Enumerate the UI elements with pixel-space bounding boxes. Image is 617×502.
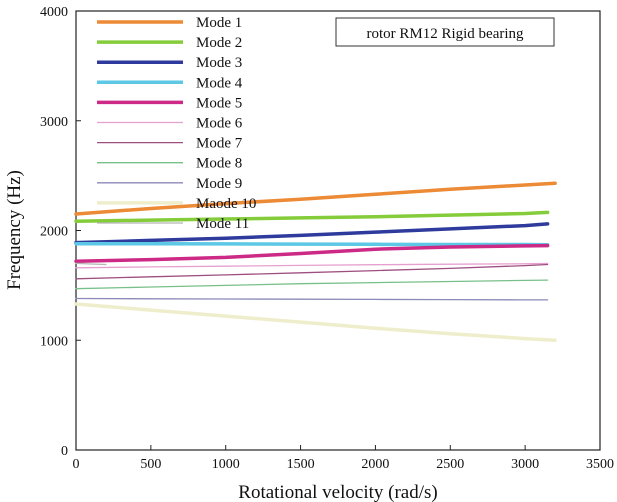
x-axis-label: Rotational velocity (rad/s) <box>238 482 437 502</box>
series-line-5 <box>74 243 550 263</box>
legend-label-6: Mode 6 <box>196 116 243 132</box>
series-line-10 <box>74 302 557 343</box>
x-tick-label: 1000 <box>212 457 240 472</box>
y-tick-label: 0 <box>61 444 68 459</box>
series-line-6 <box>75 262 549 269</box>
series-line-2 <box>74 210 550 223</box>
series-line-9 <box>75 297 549 301</box>
series-line-4 <box>74 241 550 247</box>
x-tick-label: 500 <box>140 457 161 472</box>
x-tick-label: 3000 <box>511 457 539 472</box>
legend-label-10: Maode 10 <box>196 196 256 212</box>
ticks: 0 500 1000 1500 2000 2500 3000 3500 0 1000 2000 300… <box>40 5 614 472</box>
y-tick-label: 4000 <box>40 5 68 20</box>
series-line-7 <box>75 263 549 280</box>
x-tick-label: 2500 <box>436 457 464 472</box>
series-line-1 <box>74 181 557 216</box>
annotation-text: rotor RM12 Rigid bearing <box>366 26 524 42</box>
annotation-box: rotor RM12 Rigid bearing <box>335 17 555 47</box>
series-line-8 <box>75 279 549 290</box>
x-tick-label: 3500 <box>586 457 614 472</box>
legend-label-3: Mode 3 <box>196 55 242 71</box>
series-line-3 <box>74 222 550 245</box>
legend-label-8: Mode 8 <box>196 156 242 172</box>
x-tick-label: 1500 <box>287 457 315 472</box>
plot-area <box>75 10 601 451</box>
y-axis-label: Frequency (Hz) <box>4 170 25 290</box>
x-tick-label: 2000 <box>361 457 389 472</box>
legend-label-7: Mode 7 <box>196 136 243 152</box>
y-tick-label: 2000 <box>40 225 68 240</box>
y-tick-label: 1000 <box>40 334 68 349</box>
x-tick-label: 0 <box>73 457 80 472</box>
legend-label-1: Mode 1 <box>196 15 242 31</box>
legend-label-9: Mode 9 <box>196 176 242 192</box>
y-tick-label: 3000 <box>40 115 68 130</box>
legend-label-2: Mode 2 <box>196 35 242 51</box>
legend-label-11: Mode 11 <box>196 216 249 232</box>
legend: Mode 1 Mode 2 Mode 3 Mode 4 Mode 5 Mode 6 Mode… <box>97 15 256 232</box>
legend-label-4: Mode 4 <box>196 75 243 91</box>
series-lines <box>74 181 557 343</box>
legend-label-5: Mode 5 <box>196 95 242 111</box>
series-line-11 <box>75 262 107 266</box>
